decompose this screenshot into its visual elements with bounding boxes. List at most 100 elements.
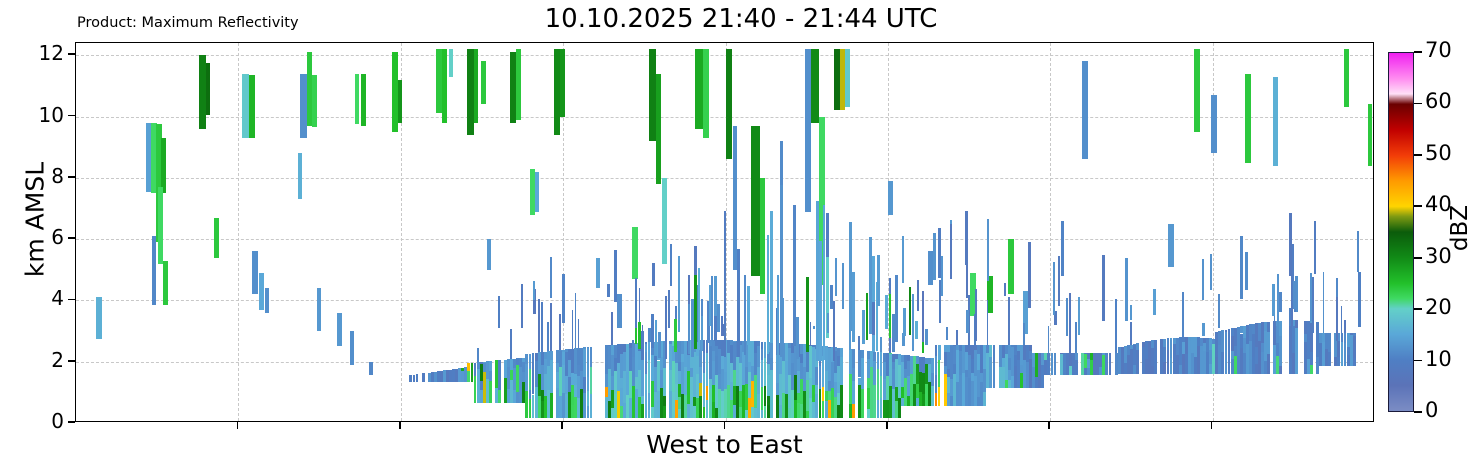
reflectivity-cell — [635, 377, 639, 390]
reflectivity-cell — [550, 257, 553, 298]
reflectivity-cell — [1258, 327, 1261, 341]
reflectivity-cell — [766, 364, 770, 375]
reflectivity-cell — [809, 346, 813, 379]
reflectivity-cell — [1032, 356, 1036, 367]
reflectivity-cell — [1035, 377, 1039, 388]
reflectivity-cell — [662, 341, 666, 368]
reflectivity-cell — [650, 381, 654, 407]
reflectivity-cell — [662, 405, 666, 419]
reflectivity-cell — [531, 394, 535, 419]
reflectivity-cell — [751, 341, 755, 366]
reflectivity-cell — [986, 344, 990, 353]
reflectivity-cell — [750, 125, 760, 276]
reflectivity-cell — [1230, 328, 1234, 336]
reflectivity-cell — [1328, 332, 1332, 353]
reflectivity-cell — [1096, 353, 1100, 376]
reflectivity-cell — [497, 360, 501, 390]
reflectivity-cell — [739, 362, 743, 392]
reflectivity-cell — [550, 303, 552, 352]
reflectivity-cell — [479, 390, 483, 404]
reflectivity-cell — [488, 361, 492, 371]
reflectivity-cell — [1203, 342, 1207, 352]
reflectivity-cell — [1288, 320, 1292, 326]
reflectivity-cell — [678, 362, 681, 372]
reflectivity-cell — [555, 350, 559, 364]
reflectivity-cell — [668, 341, 672, 344]
reflectivity-cell — [678, 409, 681, 419]
reflectivity-cell — [742, 352, 746, 386]
reflectivity-cell — [1084, 352, 1087, 368]
reflectivity-cell — [355, 73, 360, 125]
reflectivity-cell — [733, 404, 736, 419]
reflectivity-cell — [782, 298, 784, 343]
reflectivity-cell — [1102, 352, 1106, 356]
reflectivity-cell — [781, 392, 785, 419]
reflectivity-cell — [858, 377, 862, 386]
reflectivity-cell — [708, 379, 712, 389]
reflectivity-cell — [852, 380, 855, 404]
reflectivity-cell — [745, 409, 749, 419]
reflectivity-cell — [1168, 223, 1174, 267]
reflectivity-cell — [818, 366, 822, 389]
reflectivity-cell — [830, 346, 834, 363]
reflectivity-cell — [656, 391, 660, 401]
reflectivity-cell — [1026, 361, 1029, 388]
reflectivity-cell — [1264, 322, 1268, 331]
reflectivity-cell — [559, 350, 562, 352]
reflectivity-cell — [1334, 332, 1338, 357]
reflectivity-cell — [922, 372, 926, 395]
reflectivity-cell — [1288, 307, 1291, 321]
reflectivity-cell — [897, 354, 901, 366]
reflectivity-cell — [983, 369, 987, 393]
reflectivity-cell — [911, 294, 915, 351]
reflectivity-cell — [882, 400, 886, 419]
reflectivity-cell — [1019, 344, 1023, 366]
reflectivity-cell — [876, 351, 880, 369]
reflectivity-cell — [671, 340, 675, 346]
reflectivity-cell — [647, 409, 651, 419]
reflectivity-cell — [479, 381, 483, 391]
reflectivity-cell — [694, 275, 697, 350]
reflectivity-cell — [1054, 310, 1057, 326]
reflectivity-cell — [778, 405, 782, 419]
reflectivity-cell — [449, 369, 453, 382]
reflectivity-cell — [662, 396, 666, 406]
reflectivity-cell — [1084, 367, 1087, 376]
reflectivity-cell — [961, 373, 965, 387]
reflectivity-cell — [868, 236, 872, 334]
reflectivity-cell — [1291, 320, 1295, 326]
reflectivity-cell — [937, 387, 941, 407]
reflectivity-cell — [1069, 293, 1071, 353]
reflectivity-cell — [259, 272, 265, 310]
reflectivity-cell — [1221, 360, 1225, 374]
reflectivity-cell — [565, 351, 569, 376]
reflectivity-cell — [919, 356, 923, 372]
reflectivity-cell — [1190, 337, 1194, 354]
reflectivity-cell — [879, 352, 883, 377]
reflectivity-cell — [720, 340, 724, 357]
reflectivity-cell — [1316, 321, 1319, 324]
reflectivity-cell — [1181, 341, 1185, 354]
reflectivity-cell — [537, 352, 541, 375]
reflectivity-cell — [577, 397, 581, 419]
reflectivity-cell — [714, 407, 718, 419]
reflectivity-cell — [515, 49, 522, 120]
reflectivity-cell — [589, 346, 593, 368]
reflectivity-cell — [1182, 292, 1184, 338]
reflectivity-cell — [1352, 336, 1356, 348]
colorbar-tick-label: 40 — [1425, 192, 1452, 217]
reflectivity-cell — [824, 400, 828, 419]
reflectivity-cell — [760, 386, 764, 410]
reflectivity-cell — [1248, 358, 1252, 374]
x-tick-mark — [398, 422, 401, 429]
reflectivity-cell — [937, 354, 941, 388]
reflectivity-cell — [1322, 332, 1326, 343]
reflectivity-cell — [705, 340, 709, 353]
reflectivity-cell — [901, 235, 905, 283]
reflectivity-cell — [694, 245, 697, 276]
reflectivity-cell — [961, 386, 965, 407]
reflectivity-cell — [812, 347, 816, 359]
reflectivity-cell — [543, 358, 547, 374]
reflectivity-cell — [699, 352, 703, 367]
reflectivity-cell — [1322, 342, 1326, 367]
